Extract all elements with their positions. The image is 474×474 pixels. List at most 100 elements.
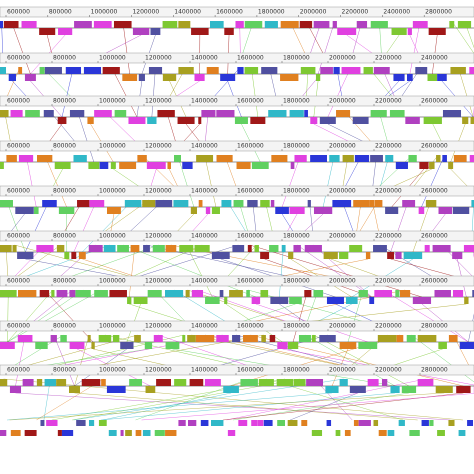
ruler-label: 800000 — [53, 98, 76, 105]
lcb-block — [311, 430, 323, 436]
lcb-block — [287, 342, 299, 349]
lcb-block — [349, 386, 366, 393]
lcb-block — [425, 200, 437, 207]
lcb-block — [88, 245, 103, 252]
lcb-block — [417, 379, 434, 386]
lcb-block — [142, 430, 151, 436]
ruler-label: 1200000 — [145, 55, 172, 62]
lcb-block — [332, 200, 352, 207]
lcb-block — [369, 297, 375, 304]
lcb-block — [68, 386, 80, 393]
lcb-block — [344, 430, 351, 436]
lcb-block — [310, 117, 318, 124]
lcb-block — [315, 74, 321, 81]
lcb-block — [349, 245, 363, 252]
lcb-block — [385, 207, 399, 214]
lcb-block — [224, 297, 228, 304]
ruler-label: 600000 — [7, 98, 30, 105]
lcb-block — [238, 420, 248, 426]
lcb-block — [114, 110, 127, 117]
alignment-link — [151, 66, 156, 118]
lcb-block — [24, 74, 36, 81]
bottom-track — [0, 420, 474, 436]
lcb-block — [93, 21, 112, 28]
lcb-block — [429, 162, 435, 169]
lcb-block — [356, 21, 368, 28]
lcb-block — [251, 420, 258, 426]
lcb-block — [0, 342, 15, 349]
lcb-block — [419, 162, 429, 169]
lcb-block — [462, 117, 469, 124]
alignment-link — [10, 20, 31, 75]
ruler-label: 1400000 — [174, 9, 201, 16]
lcb-block — [60, 335, 67, 342]
ruler-label: 2200000 — [375, 278, 402, 285]
ruler-label: 800000 — [53, 188, 76, 195]
lcb-block — [83, 67, 102, 74]
ruler-label: 2800000 — [425, 9, 452, 16]
alignment-link — [15, 334, 26, 387]
ruler-label: 1000000 — [99, 323, 126, 330]
ruler-label: 2600000 — [421, 143, 448, 150]
ruler-label: 1800000 — [283, 233, 310, 240]
lcb-block — [211, 207, 220, 214]
lcb-block — [378, 430, 387, 436]
alignment-link — [411, 334, 474, 383]
lcb-block — [39, 290, 50, 297]
lcb-block — [102, 67, 120, 74]
lcb-block — [185, 290, 190, 297]
lcb-block — [298, 335, 312, 342]
lcb-block — [370, 21, 388, 28]
lcb-block — [69, 342, 85, 349]
lcb-block — [261, 335, 266, 342]
ruler-label: 800000 — [53, 143, 76, 150]
lcb-block — [190, 207, 197, 214]
lcb-block — [342, 155, 354, 162]
lcb-block — [119, 162, 137, 169]
lcb-block — [36, 379, 43, 386]
lcb-block — [261, 67, 278, 74]
alignment-link — [421, 154, 445, 208]
lcb-block — [135, 430, 142, 436]
lcb-block — [178, 21, 191, 28]
lcb-block — [452, 252, 463, 259]
lcb-block — [64, 252, 70, 259]
ruler-band — [0, 95, 474, 107]
lcb-block — [237, 67, 244, 74]
lcb-block — [110, 162, 116, 169]
alignment-link — [7, 289, 84, 343]
lcb-block — [396, 335, 404, 342]
ruler-label: 800000 — [53, 367, 76, 374]
lcb-block — [44, 67, 62, 74]
lcb-block — [412, 297, 432, 304]
lcb-block — [470, 117, 474, 124]
lcb-block — [370, 110, 387, 117]
ruler-label: 600000 — [7, 55, 30, 62]
lcb-block — [24, 430, 37, 436]
lcb-block — [448, 335, 458, 342]
lcb-block — [178, 67, 194, 74]
ruler-label: 2200000 — [342, 9, 369, 16]
lcb-block — [156, 379, 171, 386]
lcb-block — [57, 117, 67, 124]
ruler-label: 1600000 — [237, 323, 264, 330]
lcb-block — [243, 335, 258, 342]
lcb-block — [270, 200, 275, 207]
lcb-block — [457, 21, 472, 28]
lcb-block — [87, 335, 91, 342]
lcb-block — [198, 200, 203, 207]
lcb-block — [25, 110, 40, 117]
lcb-block — [157, 110, 175, 117]
lcb-block — [432, 245, 451, 252]
lcb-block — [369, 200, 375, 207]
lcb-block — [402, 200, 416, 207]
lcb-block — [150, 28, 161, 35]
lcb-block — [195, 335, 215, 342]
lcb-block — [74, 21, 92, 28]
lcb-block — [459, 342, 474, 349]
lcb-block — [268, 110, 287, 117]
ruler-label: 600000 — [7, 9, 30, 16]
alignment-link — [186, 244, 213, 298]
lcb-block — [409, 430, 420, 436]
ruler-band — [0, 6, 474, 18]
